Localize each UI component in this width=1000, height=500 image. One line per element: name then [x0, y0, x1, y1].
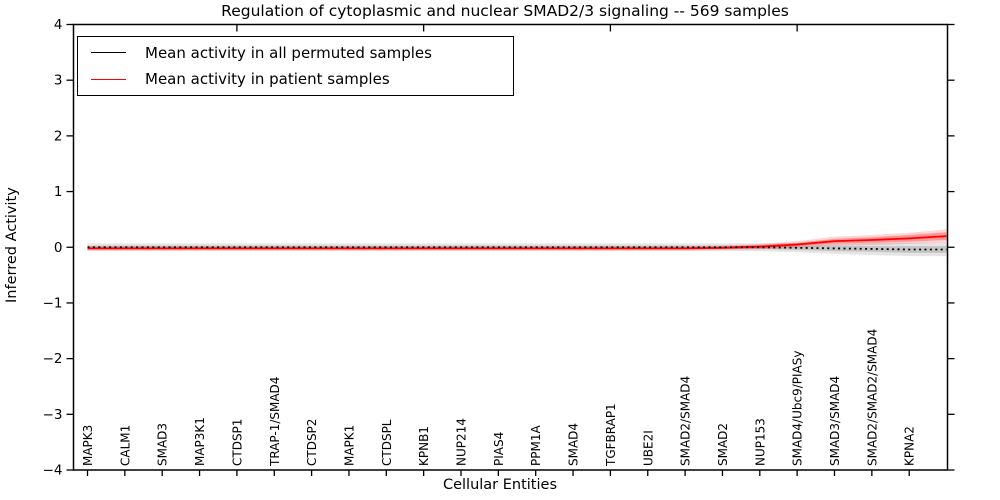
legend: Mean activity in all permuted samples Me… — [77, 36, 514, 96]
x-tick-label: TGFBRAP1 — [604, 403, 618, 467]
y-tick-label: 2 — [54, 128, 63, 144]
patient-mean-line — [87, 235, 947, 250]
patient-band-outer — [87, 229, 947, 251]
legend-item-permuted: Mean activity in all permuted samples — [78, 40, 513, 66]
x-tick-label: NUP214 — [455, 418, 469, 466]
x-tick-label: SMAD3 — [156, 423, 170, 466]
legend-item-patient: Mean activity in patient samples — [78, 66, 513, 92]
permuted-band-outer — [87, 242, 947, 257]
x-tick-label: SMAD4/Ubc9/PIASy — [791, 351, 805, 466]
x-tick-label: KPNB1 — [417, 426, 431, 466]
y-tick-label: −3 — [43, 407, 63, 423]
x-axis-label: Cellular Entities — [442, 477, 558, 493]
y-tick-label: 4 — [54, 17, 63, 33]
x-tick-label: KPNA2 — [903, 426, 917, 466]
y-tick-label: −1 — [43, 295, 63, 311]
x-tick-label: UBE2I — [641, 430, 655, 466]
x-tick-label: SMAD4 — [567, 423, 581, 466]
x-tick-label: PIAS4 — [492, 432, 506, 466]
chart-title: Regulation of cytoplasmic and nuclear SM… — [221, 2, 789, 20]
x-tick-label: CTDSP1 — [230, 419, 244, 466]
y-tick-label: −2 — [43, 351, 63, 367]
legend-label-patient: Mean activity in patient samples — [145, 70, 390, 89]
x-tick-label: CTDSPL — [380, 419, 394, 466]
y-tick-label: 3 — [54, 73, 63, 89]
y-tick-label: 0 — [54, 240, 63, 256]
y-axis-label: Inferred Activity — [4, 187, 20, 303]
x-tick-label: MAPK3 — [81, 425, 95, 466]
x-tick-label: PPM1A — [529, 425, 543, 466]
y-tick-label: 1 — [54, 184, 63, 200]
x-tick-label: TRAP-1/SMAD4 — [268, 377, 282, 467]
patient-line-swatch-icon — [91, 78, 126, 80]
x-tick-label: SMAD3/SMAD4 — [828, 376, 842, 466]
x-tick-label: NUP153 — [753, 418, 767, 466]
x-tick-label: SMAD2/SMAD4 — [679, 376, 693, 466]
x-tick-label: SMAD2 — [716, 423, 730, 466]
legend-label-permuted: Mean activity in all permuted samples — [145, 43, 432, 62]
x-tick-label: MAP3K1 — [193, 417, 207, 466]
y-tick-label: −4 — [43, 463, 63, 479]
permuted-line-swatch-icon — [91, 52, 126, 54]
x-tick-label: MAPK1 — [342, 425, 356, 466]
x-tick-label: SMAD2/SMAD2/SMAD4 — [865, 329, 879, 466]
x-tick-label: CTDSP2 — [305, 419, 319, 466]
x-tick-label: CALM1 — [118, 425, 132, 466]
